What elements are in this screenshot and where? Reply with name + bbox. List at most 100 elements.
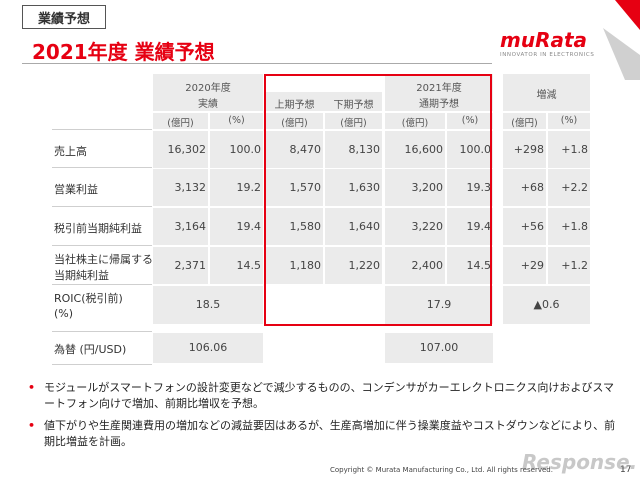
header-bg xyxy=(153,74,263,111)
table-cell: 1,640 xyxy=(348,220,381,233)
table-cell: 1,180 xyxy=(289,259,322,272)
unit-label: (億円) xyxy=(281,118,308,129)
bullet-icon: • xyxy=(28,381,36,394)
table-cell: 16,600 xyxy=(404,143,444,156)
roic-actual: 18.5 xyxy=(195,298,221,311)
fx-actual: 106.06 xyxy=(188,341,228,354)
table-cell: 3,132 xyxy=(174,181,207,194)
table-cell: +68 xyxy=(520,181,544,194)
cell-bg xyxy=(266,208,323,245)
row-label: 営業利益 xyxy=(54,183,98,196)
note-text: モジュールがスマートフォンの設計変更などで減少するものの、コンデンサがカーエレク… xyxy=(44,381,615,410)
response-watermark: Response. xyxy=(522,450,638,474)
table-cell: 16,302 xyxy=(167,143,207,156)
cell-bg xyxy=(447,169,493,206)
notes-list: • モジュールがスマートフォンの設計変更などで減少するものの、コンデンサがカーエ… xyxy=(28,380,618,456)
cell-bg xyxy=(325,169,382,206)
unit-label: (%) xyxy=(560,115,578,126)
table-cell: 19.3 xyxy=(466,181,492,194)
corner-decoration-icon xyxy=(603,0,640,80)
table-cell: 100.0 xyxy=(459,143,492,156)
row-divider xyxy=(52,129,152,130)
unit-bg xyxy=(447,113,493,129)
table-cell: 3,200 xyxy=(411,181,444,194)
cell-bg xyxy=(447,131,493,168)
cell-bg xyxy=(385,286,493,324)
table-cell: +1.2 xyxy=(561,259,588,272)
unit-label: (%) xyxy=(228,115,245,126)
unit-bg xyxy=(266,113,323,129)
table-cell: 2,371 xyxy=(174,259,207,272)
forecast-highlight-box xyxy=(264,74,492,326)
header-change: 増減 xyxy=(536,90,557,101)
row-divider xyxy=(52,284,152,285)
cell-bg xyxy=(266,131,323,168)
table-cell: 1,220 xyxy=(348,259,381,272)
unit-label: (億円) xyxy=(511,118,538,129)
table-cell: 1,580 xyxy=(289,220,322,233)
table-cell: +1.8 xyxy=(561,143,588,156)
cell-bg xyxy=(503,247,546,284)
note-text: 値下がりや生産関連費用の増加などの減益要因はあるが、生産高増加に伴う操業度益やコ… xyxy=(44,419,616,448)
unit-bg xyxy=(503,113,546,129)
list-item: • 値下がりや生産関連費用の増加などの減益要因はあるが、生産高増加に伴う操業度益… xyxy=(28,418,618,450)
cell-bg xyxy=(385,333,493,363)
row-label: 売上高 xyxy=(54,145,87,158)
table-cell: 8,470 xyxy=(289,143,322,156)
header-full-year: 通期予想 xyxy=(419,99,459,110)
header-h2: 下期予想 xyxy=(333,100,374,111)
roic-change: ▲0.6 xyxy=(533,298,560,311)
cell-bg xyxy=(210,208,263,245)
row-label: 当社株主に帰属する xyxy=(54,253,153,266)
cell-bg xyxy=(447,208,493,245)
cell-bg xyxy=(210,247,263,284)
cell-bg xyxy=(153,131,208,168)
logo-name: muRata xyxy=(500,28,588,52)
unit-label: (億円) xyxy=(340,118,367,129)
fx-label: 為替 (円/USD) xyxy=(54,343,127,356)
row-divider xyxy=(52,167,152,168)
cell-bg xyxy=(447,247,493,284)
cell-bg xyxy=(266,169,323,206)
cell-bg xyxy=(385,247,445,284)
section-tag: 業績予想 xyxy=(22,5,106,29)
unit-bg xyxy=(548,113,590,129)
roic-forecast: 17.9 xyxy=(426,298,452,311)
unit-label: (%) xyxy=(461,115,479,126)
page-number: 17 xyxy=(620,465,632,475)
header-actual: 実績 xyxy=(198,99,218,110)
unit-label: (億円) xyxy=(401,118,429,129)
row-label: 税引前当期純利益 xyxy=(54,222,142,235)
table-cell: 8,130 xyxy=(348,143,381,156)
cell-bg xyxy=(325,208,382,245)
cell-bg xyxy=(548,247,590,284)
header-2021: 2021年度 xyxy=(416,83,462,94)
row-divider xyxy=(52,331,152,332)
table-cell: +2.2 xyxy=(561,181,588,194)
cell-bg xyxy=(503,208,546,245)
table-cell: 19.4 xyxy=(236,220,262,233)
title-rule xyxy=(22,63,492,64)
cell-bg xyxy=(503,131,546,168)
table-cell: +298 xyxy=(513,143,544,156)
bullet-icon: • xyxy=(28,419,36,432)
table-cell: +56 xyxy=(520,220,544,233)
cell-bg xyxy=(548,208,590,245)
row-divider xyxy=(52,245,152,246)
cell-bg xyxy=(153,247,208,284)
cell-bg xyxy=(325,131,382,168)
roic-label: (%) xyxy=(54,307,74,320)
row-divider xyxy=(52,206,152,207)
list-item: • モジュールがスマートフォンの設計変更などで減少するものの、コンデンサがカーエ… xyxy=(28,380,618,412)
table-cell: 1,630 xyxy=(348,181,381,194)
table-cell: 14.5 xyxy=(236,259,262,272)
cell-bg xyxy=(210,169,263,206)
page-title: 2021年度 業績予想 xyxy=(32,40,215,64)
cell-bg xyxy=(325,247,382,284)
cell-bg xyxy=(385,208,445,245)
logo-tagline: INNOVATOR IN ELECTRONICS xyxy=(500,52,595,58)
cell-bg xyxy=(210,131,263,168)
header-bg xyxy=(266,92,382,111)
unit-bg xyxy=(153,113,208,129)
cell-bg xyxy=(153,169,208,206)
